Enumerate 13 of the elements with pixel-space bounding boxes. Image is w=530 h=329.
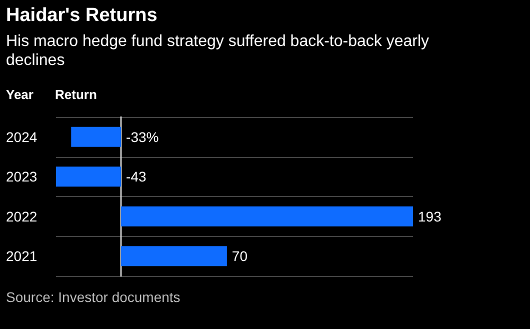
data-label: -43 <box>126 168 146 185</box>
chart-subtitle: His macro hedge fund strategy suffered back-to-back yearly declines <box>6 33 434 69</box>
y-tick-label: 2021 <box>6 248 38 264</box>
source-note: Source: Investor documents <box>6 289 180 305</box>
y-tick-label: 2022 <box>6 208 38 224</box>
y-axis-title: Year <box>6 87 34 102</box>
y-tick-label: 2024 <box>6 128 38 145</box>
data-label: 193 <box>418 208 442 224</box>
x-axis-title: Return <box>55 87 97 102</box>
chart-title: Haidar's Returns <box>6 5 158 26</box>
data-label: -33% <box>126 128 159 145</box>
data-label: 70 <box>232 248 248 264</box>
y-tick-label: 2023 <box>6 168 38 185</box>
